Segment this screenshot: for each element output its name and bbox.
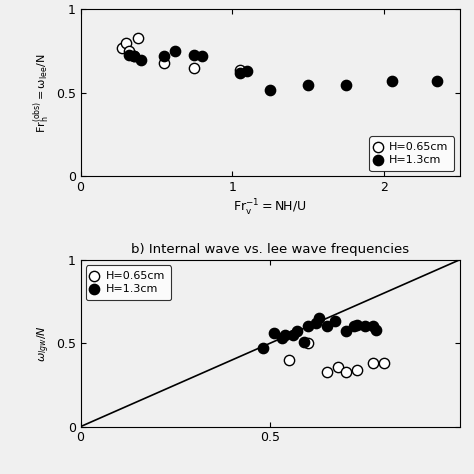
H=1.3cm bbox=[316, 314, 323, 322]
H=0.65cm bbox=[118, 44, 125, 52]
H=0.65cm bbox=[304, 339, 312, 347]
X-axis label: $\mathrm{Fr_v^{-1}=NH/U}$: $\mathrm{Fr_v^{-1}=NH/U}$ bbox=[233, 198, 307, 219]
H=1.3cm bbox=[130, 53, 137, 60]
H=1.3cm bbox=[323, 323, 331, 330]
H=1.3cm bbox=[125, 51, 133, 58]
H=0.65cm bbox=[125, 47, 133, 55]
H=1.3cm bbox=[171, 47, 178, 55]
H=0.65cm bbox=[354, 366, 361, 374]
H=0.65cm bbox=[323, 368, 331, 375]
H=1.3cm bbox=[293, 328, 301, 335]
H=1.3cm bbox=[289, 331, 297, 338]
H=1.3cm bbox=[278, 334, 285, 342]
H=0.65cm bbox=[236, 66, 244, 73]
H=0.65cm bbox=[191, 64, 198, 72]
H=1.3cm bbox=[266, 86, 274, 93]
H=1.3cm bbox=[361, 323, 369, 330]
H=1.3cm bbox=[244, 67, 251, 75]
H=1.3cm bbox=[342, 81, 350, 88]
H=1.3cm bbox=[259, 345, 266, 352]
H=1.3cm bbox=[373, 326, 380, 334]
H=1.3cm bbox=[270, 329, 278, 337]
H=0.65cm bbox=[285, 356, 293, 364]
H=1.3cm bbox=[369, 323, 376, 330]
H=0.65cm bbox=[342, 368, 350, 375]
Y-axis label: $\omega_{lgw}/N$: $\omega_{lgw}/N$ bbox=[35, 325, 52, 362]
H=1.3cm bbox=[137, 56, 145, 64]
H=1.3cm bbox=[433, 77, 441, 85]
H=1.3cm bbox=[331, 318, 338, 325]
H=1.3cm bbox=[160, 53, 168, 60]
H=1.3cm bbox=[304, 81, 312, 88]
H=1.3cm bbox=[388, 77, 395, 85]
H=1.3cm bbox=[301, 337, 308, 345]
H=1.3cm bbox=[198, 53, 206, 60]
H=1.3cm bbox=[312, 319, 319, 327]
H=1.3cm bbox=[236, 69, 244, 77]
H=1.3cm bbox=[191, 51, 198, 58]
H=0.65cm bbox=[335, 363, 342, 370]
H=0.65cm bbox=[160, 59, 168, 67]
H=0.65cm bbox=[135, 34, 142, 42]
H=1.3cm bbox=[350, 323, 357, 330]
H=0.65cm bbox=[380, 359, 388, 367]
H=1.3cm bbox=[304, 323, 312, 330]
Title: b) Internal wave vs. lee wave frequencies: b) Internal wave vs. lee wave frequencie… bbox=[131, 243, 409, 256]
H=1.3cm bbox=[282, 331, 289, 338]
Legend: H=0.65cm, H=1.3cm: H=0.65cm, H=1.3cm bbox=[369, 137, 454, 171]
Y-axis label: $\mathrm{Fr_h^{(obs)}=\omega_{lee}/N}$: $\mathrm{Fr_h^{(obs)}=\omega_{lee}/N}$ bbox=[31, 53, 52, 133]
H=1.3cm bbox=[354, 321, 361, 328]
H=0.65cm bbox=[122, 39, 130, 46]
H=0.65cm bbox=[130, 53, 137, 60]
H=0.65cm bbox=[369, 359, 376, 367]
H=1.3cm bbox=[342, 328, 350, 335]
Legend: H=0.65cm, H=1.3cm: H=0.65cm, H=1.3cm bbox=[86, 265, 171, 300]
